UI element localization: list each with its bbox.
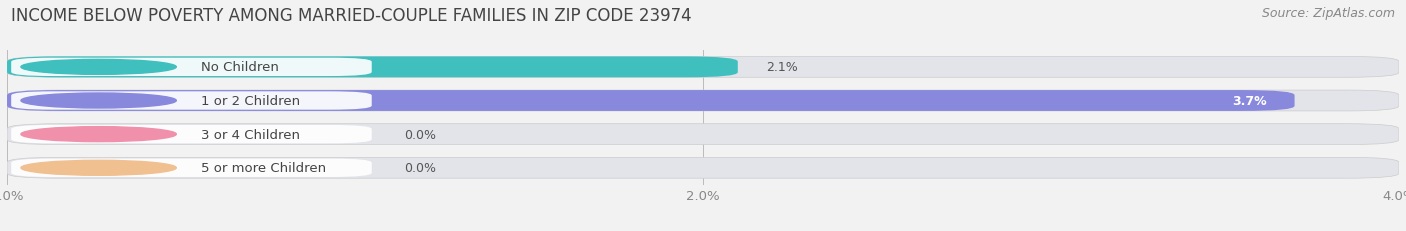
Text: 0.0%: 0.0% (404, 128, 436, 141)
FancyBboxPatch shape (7, 57, 1399, 78)
FancyBboxPatch shape (7, 91, 1399, 111)
Circle shape (21, 60, 176, 75)
FancyBboxPatch shape (11, 159, 371, 177)
FancyBboxPatch shape (11, 125, 371, 144)
Text: 3.7%: 3.7% (1232, 94, 1267, 108)
Text: No Children: No Children (201, 61, 278, 74)
Text: 5 or more Children: 5 or more Children (201, 161, 326, 175)
FancyBboxPatch shape (11, 58, 371, 77)
FancyBboxPatch shape (11, 92, 371, 110)
FancyBboxPatch shape (7, 91, 1295, 111)
Text: 2.1%: 2.1% (766, 61, 797, 74)
Text: 0.0%: 0.0% (404, 161, 436, 175)
Circle shape (21, 94, 176, 109)
Text: 3 or 4 Children: 3 or 4 Children (201, 128, 299, 141)
FancyBboxPatch shape (7, 57, 738, 78)
Text: INCOME BELOW POVERTY AMONG MARRIED-COUPLE FAMILIES IN ZIP CODE 23974: INCOME BELOW POVERTY AMONG MARRIED-COUPL… (11, 7, 692, 25)
FancyBboxPatch shape (7, 124, 1399, 145)
FancyBboxPatch shape (7, 158, 1399, 178)
Text: Source: ZipAtlas.com: Source: ZipAtlas.com (1261, 7, 1395, 20)
Circle shape (21, 161, 176, 176)
Circle shape (21, 127, 176, 142)
Text: 1 or 2 Children: 1 or 2 Children (201, 94, 299, 108)
